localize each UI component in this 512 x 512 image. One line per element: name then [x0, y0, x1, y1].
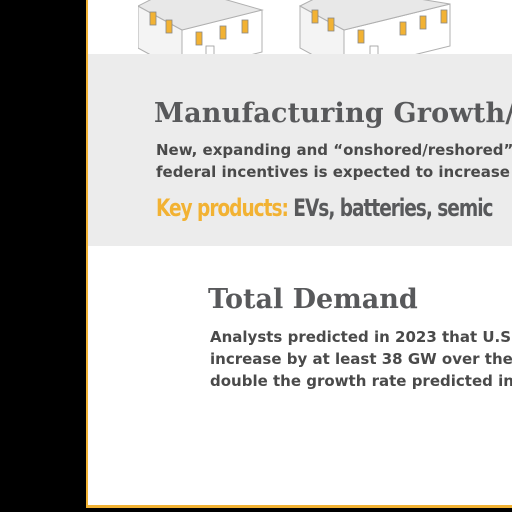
total-demand-title: Total Demand	[208, 284, 418, 315]
key-products: Key products: EVs, batteries, semic	[156, 194, 494, 222]
manufacturing-description: New, expanding and “onshored/reshored” m…	[156, 139, 512, 183]
key-products-value: EVs, batteries, semic	[293, 194, 493, 222]
infographic-page: Manufacturing Growth/On New, expanding a…	[86, 0, 512, 508]
total-demand-description-line: increase by at least 38 GW over the next	[210, 350, 512, 368]
manufacturing-banner: Manufacturing Growth/On New, expanding a…	[88, 54, 512, 246]
manufacturing-description-line: New, expanding and “onshored/reshored” m…	[156, 141, 512, 159]
key-products-label: Key products:	[156, 194, 289, 222]
manufacturing-title: Manufacturing Growth/On	[154, 98, 512, 129]
manufacturing-description-line: federal incentives is expected to increa…	[156, 163, 512, 181]
total-demand-description-line: double the growth rate predicted in 202	[210, 372, 512, 390]
house-icon	[298, 0, 451, 73]
total-demand-description-line: Analysts predicted in 2023 that U.S. pea	[210, 328, 512, 346]
total-demand-description: Analysts predicted in 2023 that U.S. pea…	[210, 326, 512, 392]
